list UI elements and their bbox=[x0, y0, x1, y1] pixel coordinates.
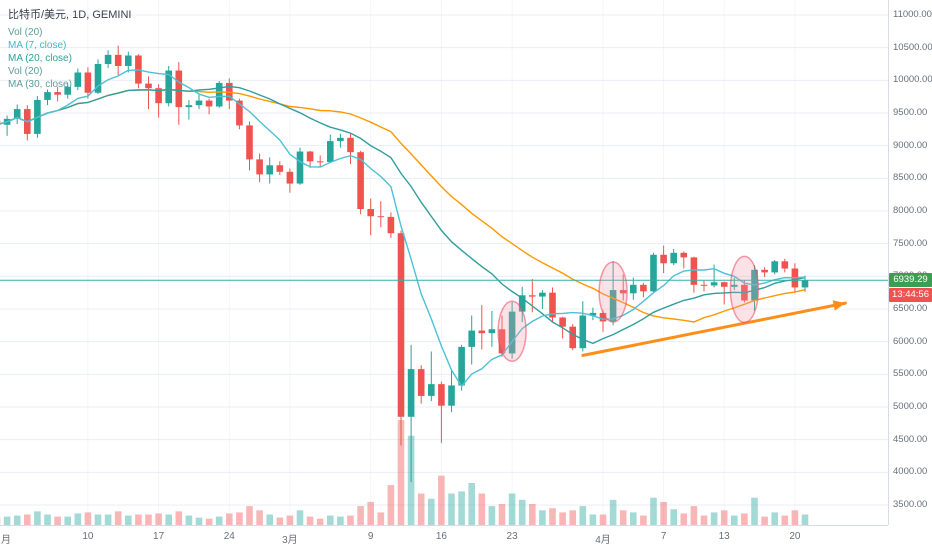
price-axis[interactable]: 6939.29 13:44:56 11000.00 10500.00 10000.0… bbox=[888, 0, 932, 525]
countdown-badge: 13:44:56 bbox=[889, 287, 932, 302]
price-tick-label: 4000.00 bbox=[893, 466, 928, 478]
trend-arrow[interactable] bbox=[581, 300, 847, 357]
time-tick-label: 23 bbox=[506, 531, 518, 542]
legend-item-vol-2[interactable]: Vol (20) bbox=[8, 66, 43, 77]
price-tick-label: 9000.00 bbox=[893, 139, 928, 151]
chart-legend: 比特币/美元, 1D, GEMINI Vol (20) MA (7, close… bbox=[8, 6, 131, 91]
time-tick-label: 13 bbox=[718, 531, 730, 542]
price-tick-label: 11000.00 bbox=[893, 9, 932, 20]
price-tick-label: 5000.00 bbox=[893, 401, 928, 412]
last-price-badge: 6939.29 bbox=[889, 273, 932, 288]
ma7-line bbox=[0, 69, 806, 388]
price-tick-label: 6500.00 bbox=[893, 303, 928, 314]
price-tick-label: 6000.00 bbox=[893, 335, 928, 347]
price-tick-label: 4500.00 bbox=[893, 433, 928, 445]
price-tick-label: 10000.00 bbox=[893, 74, 932, 86]
price-tick-label: 7500.00 bbox=[893, 237, 928, 249]
time-tick-label: 20 bbox=[789, 531, 801, 542]
time-tick-label: 月 bbox=[1, 535, 11, 546]
price-tick-label: 8000.00 bbox=[893, 205, 928, 216]
legend-item-ma7[interactable]: MA (7, close) bbox=[8, 40, 67, 51]
gridlines bbox=[0, 0, 888, 525]
time-tick-label: 3月 bbox=[282, 535, 298, 546]
legend-item-vol-1[interactable]: Vol (20) bbox=[8, 27, 43, 38]
price-tick-label: 5500.00 bbox=[893, 368, 928, 380]
time-tick-label: 4月 bbox=[595, 535, 611, 546]
time-tick-label: 24 bbox=[223, 531, 235, 542]
legend-item-ma30[interactable]: MA (30, close) bbox=[8, 79, 72, 90]
price-tick-label: 10500.00 bbox=[893, 41, 932, 53]
highlight-ellipse[interactable] bbox=[729, 255, 760, 324]
time-axis[interactable]: 月 10 17 24 3月 9 16 23 4月 7 13 20 bbox=[0, 525, 888, 550]
candles bbox=[0, 45, 809, 483]
candlestick-chart[interactable] bbox=[0, 0, 888, 525]
time-tick-label: 16 bbox=[435, 531, 447, 542]
price-tick-label: 8500.00 bbox=[893, 172, 928, 184]
ma20-line bbox=[0, 85, 806, 345]
symbol-title[interactable]: 比特币/美元, 1D, GEMINI bbox=[8, 9, 132, 21]
highlight-ellipse[interactable] bbox=[497, 300, 527, 362]
time-tick-label: 9 bbox=[367, 531, 374, 542]
highlight-ellipse[interactable] bbox=[598, 261, 628, 323]
legend-item-ma20[interactable]: MA (20, close) bbox=[8, 53, 72, 64]
time-tick-label: 17 bbox=[153, 531, 165, 542]
price-tick-label: 3500.00 bbox=[893, 499, 928, 510]
time-tick-label: 10 bbox=[82, 531, 94, 542]
price-tick-label: 9500.00 bbox=[893, 107, 928, 118]
time-tick-label: 7 bbox=[660, 531, 667, 542]
